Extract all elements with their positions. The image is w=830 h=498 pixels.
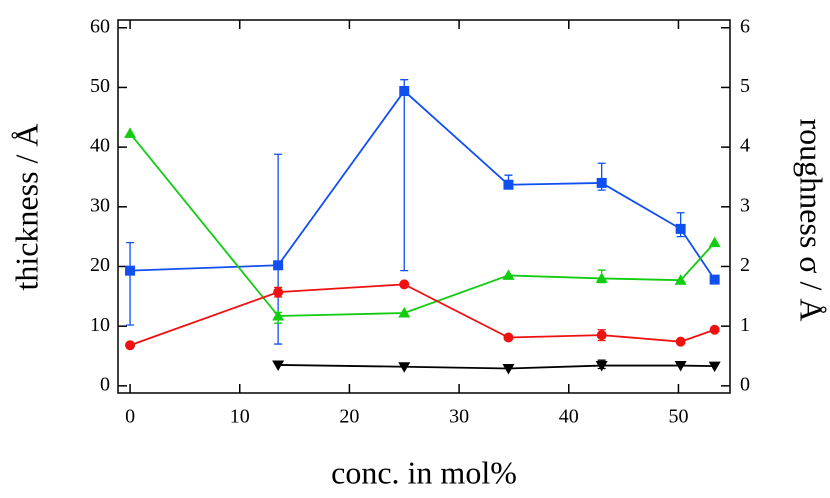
marker xyxy=(273,260,284,271)
marker xyxy=(675,336,686,347)
marker xyxy=(125,265,136,276)
y2-axis-label: roughness σ / Å xyxy=(794,118,830,321)
marker xyxy=(125,340,136,351)
marker xyxy=(503,332,514,343)
marker xyxy=(399,86,410,97)
x-axis-label: conc. in mol% xyxy=(331,454,517,490)
y-tick-label: 0 xyxy=(100,373,110,395)
series-line xyxy=(129,132,716,317)
marker xyxy=(502,364,515,375)
marker xyxy=(595,361,608,372)
y2-tick-label: 1 xyxy=(740,314,750,336)
y-tick-label: 10 xyxy=(90,314,110,336)
marker xyxy=(503,179,514,190)
x-tick-label: 20 xyxy=(339,406,359,428)
marker xyxy=(124,127,137,138)
marker xyxy=(596,177,607,188)
marker xyxy=(399,279,410,290)
series-line xyxy=(278,364,715,370)
marker xyxy=(272,360,285,371)
marker xyxy=(709,274,720,285)
marker xyxy=(674,274,687,285)
x-tick-label: 50 xyxy=(668,406,688,428)
y-tick-label: 30 xyxy=(90,194,110,216)
marker xyxy=(272,310,285,321)
error-bar xyxy=(126,241,135,326)
y2-tick-label: 0 xyxy=(740,373,750,395)
marker xyxy=(273,287,284,298)
marker xyxy=(708,361,721,373)
marker xyxy=(709,324,720,335)
y-tick-label: 50 xyxy=(90,75,110,97)
marker xyxy=(595,272,608,283)
x-tick-label: 0 xyxy=(125,406,135,428)
y-tick-label: 60 xyxy=(90,15,110,37)
x-tick-label: 10 xyxy=(230,406,250,428)
y2-tick-label: 5 xyxy=(740,75,750,97)
marker xyxy=(398,307,411,318)
y2-tick-label: 2 xyxy=(740,254,750,276)
y-tick-label: 40 xyxy=(90,135,110,157)
marker xyxy=(674,361,687,372)
marker xyxy=(675,223,686,234)
y2-tick-label: 3 xyxy=(740,194,750,216)
y-axis-label: thickness / Å xyxy=(8,123,44,290)
series-line xyxy=(130,89,716,281)
marker xyxy=(708,236,721,248)
plot-frame xyxy=(117,19,731,394)
marker xyxy=(502,269,515,280)
y-tick-label: 20 xyxy=(90,254,110,276)
error-bar xyxy=(400,79,409,272)
x-tick-label: 40 xyxy=(559,406,579,428)
marker xyxy=(596,330,607,341)
series-line xyxy=(129,283,715,347)
marker xyxy=(398,362,411,373)
y2-tick-label: 4 xyxy=(740,135,750,157)
x-tick-label: 30 xyxy=(449,406,469,428)
y2-tick-label: 6 xyxy=(740,15,750,37)
